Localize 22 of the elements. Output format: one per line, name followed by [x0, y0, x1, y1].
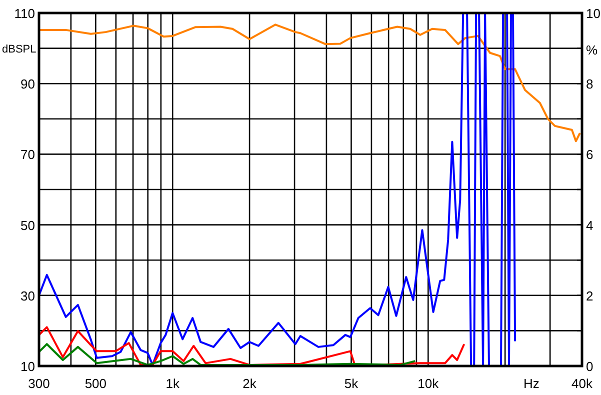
- y-tick-label: 110: [14, 6, 35, 21]
- y-tick-label: 70: [20, 147, 35, 162]
- x-tick-label: 1k: [166, 376, 180, 391]
- y-tick-label: 30: [20, 288, 35, 304]
- y-axis-title: dBSPL: [2, 43, 36, 56]
- y-tick-label: 10: [20, 359, 35, 374]
- y-tick-label: 50: [20, 218, 35, 233]
- x-tick-label: 2k: [242, 376, 257, 391]
- x-tick-label: 10k: [418, 376, 440, 391]
- y2-tick-label: 4: [586, 218, 594, 233]
- y2-tick-label: 6: [586, 147, 594, 162]
- x-axis-title: Hz: [524, 376, 540, 391]
- y2-tick-label: 10: [586, 6, 600, 21]
- y2-tick-label: 0: [586, 359, 594, 374]
- x-tick-label: 40k: [572, 376, 593, 391]
- y2-tick-label: 8: [586, 76, 594, 92]
- x-tick-label: 500: [84, 376, 107, 391]
- y-tick-label: 90: [20, 76, 35, 92]
- x-tick-label: 5k: [344, 376, 359, 391]
- y2-axis-title: %: [586, 42, 598, 58]
- x-tick-label: 300: [28, 376, 50, 391]
- y2-tick-label: 2: [586, 288, 594, 304]
